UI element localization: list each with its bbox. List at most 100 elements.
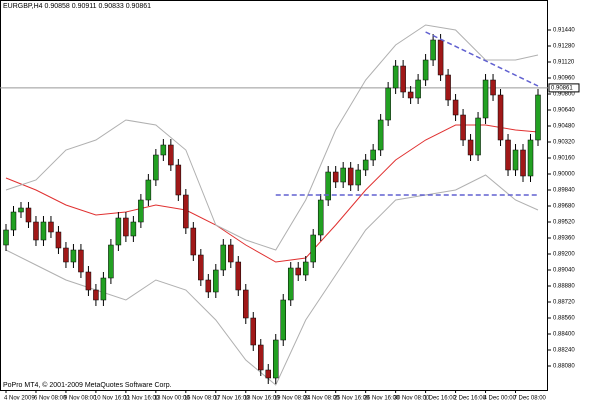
x-tick-label: 24 Nov 08:00 bbox=[304, 396, 340, 402]
last-price-box bbox=[548, 83, 580, 93]
candle-body bbox=[183, 194, 189, 229]
y-tick-label: 0.89680 bbox=[553, 204, 575, 210]
candle-body bbox=[520, 149, 526, 177]
candle-body bbox=[3, 229, 9, 246]
candle-body bbox=[198, 254, 204, 281]
x-tick-label: 11 Nov 16:00 bbox=[124, 396, 160, 402]
candle-body bbox=[93, 289, 99, 301]
candle-body bbox=[85, 271, 92, 291]
candle-body bbox=[213, 269, 219, 293]
x-tick-label: 6 Nov 08:00 bbox=[34, 396, 67, 402]
x-tick-label: 1 Dec 16:00 bbox=[424, 396, 457, 402]
candle-body bbox=[190, 227, 197, 256]
y-tick-label: 0.91120 bbox=[553, 60, 575, 66]
y-tick-label: 0.90960 bbox=[553, 76, 575, 82]
candle-body bbox=[100, 277, 107, 301]
x-tick-label: 13 Nov 00:00 bbox=[154, 396, 190, 402]
candle-body bbox=[123, 217, 129, 237]
candle-body bbox=[138, 199, 144, 223]
candle-body bbox=[228, 244, 234, 263]
candle-body bbox=[460, 114, 466, 141]
candle-body bbox=[205, 279, 212, 293]
x-tick-label: 30 Nov 08:00 bbox=[394, 396, 430, 402]
x-tick-label: 17 Nov 16:00 bbox=[214, 396, 250, 402]
candle-body bbox=[400, 65, 406, 93]
candle-body bbox=[310, 234, 316, 263]
candle-body bbox=[265, 369, 272, 379]
candle-body bbox=[175, 164, 182, 196]
y-tick-label: 0.89840 bbox=[553, 188, 575, 194]
candle-body bbox=[287, 267, 294, 301]
candle-body bbox=[415, 79, 421, 99]
candle-body bbox=[168, 144, 174, 166]
candle-body bbox=[250, 317, 257, 346]
x-tick-label: 10 Nov 16:00 bbox=[94, 396, 130, 402]
y-tick-label: 0.89520 bbox=[553, 220, 575, 226]
candle-body bbox=[40, 221, 47, 241]
x-tick-label: 9 Nov 08:00 bbox=[64, 396, 97, 402]
x-tick-label: 19 Nov 08:00 bbox=[274, 396, 310, 402]
candle-body bbox=[430, 39, 436, 61]
candle-body bbox=[377, 119, 384, 151]
candle-body bbox=[362, 159, 369, 171]
candle-body bbox=[115, 217, 122, 246]
y-tick-label: 0.88400 bbox=[553, 332, 575, 338]
candle-body bbox=[33, 221, 39, 241]
candle-body bbox=[535, 94, 541, 141]
indicator-line bbox=[5, 124, 539, 263]
candle-body bbox=[272, 339, 279, 379]
y-tick-label: 0.88560 bbox=[553, 316, 575, 322]
y-tick-label: 0.90640 bbox=[553, 108, 575, 114]
y-tick-label: 0.89360 bbox=[553, 236, 575, 242]
y-tick-label: 0.90320 bbox=[553, 140, 575, 146]
candle-body bbox=[512, 149, 519, 171]
y-tick-label: 0.88720 bbox=[553, 300, 575, 306]
candle-body bbox=[497, 94, 504, 141]
candle-body bbox=[243, 289, 249, 319]
candle-body bbox=[153, 154, 159, 181]
y-tick-label: 0.89200 bbox=[553, 252, 575, 258]
candle-body bbox=[130, 221, 137, 237]
x-tick-label: 2 Dec 16:00 bbox=[454, 396, 487, 402]
candle-body bbox=[160, 144, 167, 156]
candle-body bbox=[475, 117, 481, 156]
x-tick-label: 25 Nov 16:00 bbox=[334, 396, 370, 402]
candle-body bbox=[220, 244, 227, 271]
candle-body bbox=[63, 247, 69, 263]
y-tick-label: 0.88240 bbox=[553, 348, 575, 354]
candle-body bbox=[70, 249, 77, 263]
candle-body bbox=[280, 299, 286, 341]
candle-body bbox=[295, 267, 301, 276]
candle-body bbox=[78, 249, 84, 273]
x-tick-label: 26 Nov 16:00 bbox=[364, 396, 400, 402]
x-tick-label: 4 Nov 2009 bbox=[4, 396, 35, 402]
candle-body bbox=[317, 199, 324, 236]
y-tick-label: 0.90000 bbox=[553, 172, 575, 178]
candle-body bbox=[258, 344, 264, 371]
trend-line bbox=[425, 31, 539, 87]
y-tick-label: 0.90800 bbox=[553, 92, 575, 98]
candle-body bbox=[302, 261, 309, 276]
candle-body bbox=[392, 65, 399, 89]
candle-body bbox=[235, 261, 242, 291]
candle-body bbox=[407, 91, 414, 99]
candle-body bbox=[482, 79, 489, 119]
candle-body bbox=[467, 139, 474, 156]
candle-body bbox=[437, 39, 444, 76]
x-tick-label: 16 Nov 08:00 bbox=[184, 396, 220, 402]
x-tick-label: 18 Nov 16:00 bbox=[244, 396, 280, 402]
y-tick-label: 0.90160 bbox=[553, 156, 575, 162]
candle-body bbox=[25, 207, 32, 223]
candle-body bbox=[48, 221, 54, 233]
plot-frame bbox=[0, 0, 548, 391]
y-tick-label: 0.88080 bbox=[553, 364, 575, 370]
candle-body bbox=[355, 169, 361, 186]
candle-body bbox=[370, 149, 376, 161]
candle-body bbox=[10, 211, 17, 231]
candle-body bbox=[55, 231, 62, 249]
indicator-line bbox=[5, 24, 539, 251]
candle-body bbox=[385, 87, 391, 121]
x-tick-label: 7 Dec 08:00 bbox=[514, 396, 547, 402]
candle-body bbox=[325, 171, 331, 201]
